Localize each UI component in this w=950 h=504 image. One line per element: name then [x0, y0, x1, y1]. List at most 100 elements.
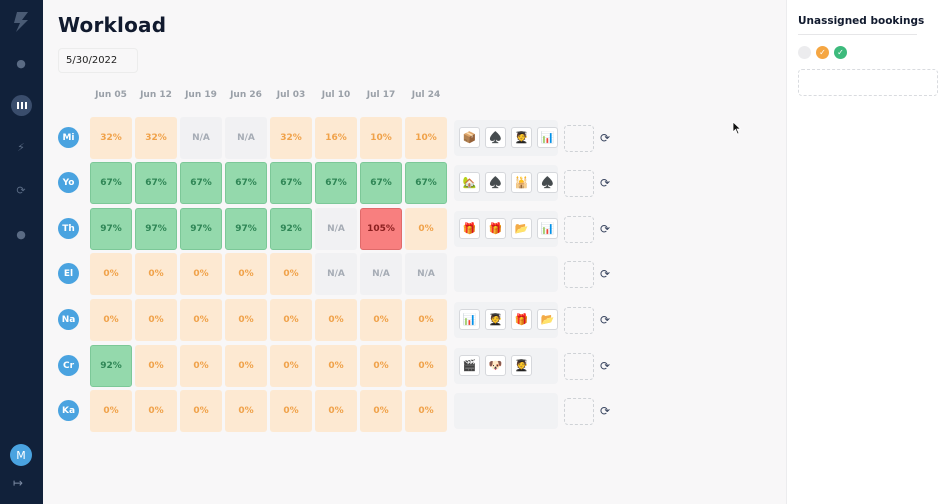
- booking-drop-slot[interactable]: [564, 353, 594, 380]
- workload-cell[interactable]: 0%: [270, 299, 312, 341]
- booking-item[interactable]: 📂: [511, 218, 532, 239]
- date-picker-input[interactable]: 5/30/2022: [58, 48, 138, 73]
- booking-item[interactable]: 🏡: [459, 172, 480, 193]
- workload-cell[interactable]: 0%: [225, 390, 267, 432]
- workload-cell[interactable]: 32%: [270, 117, 312, 159]
- workload-cell[interactable]: 92%: [270, 208, 312, 250]
- lightning-icon[interactable]: ⚡: [17, 140, 25, 154]
- booking-item[interactable]: 📊: [537, 127, 558, 148]
- workload-cell[interactable]: 10%: [360, 117, 402, 159]
- workload-cell[interactable]: 92%: [90, 345, 132, 387]
- member-avatar[interactable]: Yo: [58, 172, 79, 193]
- user-avatar[interactable]: M: [10, 444, 32, 466]
- booking-item[interactable]: 🧑‍🎓: [485, 309, 506, 330]
- workload-cell[interactable]: 0%: [135, 345, 177, 387]
- workload-cell[interactable]: 16%: [315, 117, 357, 159]
- booking-drop-slot[interactable]: [564, 216, 594, 243]
- workload-cell[interactable]: 67%: [270, 162, 312, 204]
- workload-cell[interactable]: 0%: [405, 299, 447, 341]
- booking-drop-slot[interactable]: [564, 170, 594, 197]
- workload-cell[interactable]: 0%: [315, 345, 357, 387]
- workload-cell[interactable]: N/A: [405, 253, 447, 295]
- workload-cell[interactable]: 67%: [360, 162, 402, 204]
- refresh-icon[interactable]: ⟳: [599, 404, 611, 418]
- booking-item[interactable]: 🎬: [459, 355, 480, 376]
- status-filter-toggle[interactable]: [798, 46, 811, 59]
- workload-cell[interactable]: 0%: [405, 390, 447, 432]
- workload-cell[interactable]: 67%: [315, 162, 357, 204]
- booking-item[interactable]: 🎁: [459, 218, 480, 239]
- status-filter-toggle[interactable]: ✓: [816, 46, 829, 59]
- booking-item[interactable]: 🕌: [511, 172, 532, 193]
- workload-cell[interactable]: 97%: [135, 208, 177, 250]
- workload-cell[interactable]: 10%: [405, 117, 447, 159]
- workload-cell[interactable]: 0%: [180, 390, 222, 432]
- refresh-icon[interactable]: ⟳: [599, 267, 611, 281]
- booking-drop-slot[interactable]: [564, 125, 594, 152]
- member-avatar[interactable]: El: [58, 263, 79, 284]
- workload-cell[interactable]: 0%: [90, 299, 132, 341]
- workload-cell[interactable]: 0%: [90, 390, 132, 432]
- workload-cell[interactable]: 105%: [360, 208, 402, 250]
- workload-cell[interactable]: 0%: [180, 253, 222, 295]
- clock-icon[interactable]: ●: [16, 56, 26, 70]
- workload-cell[interactable]: N/A: [225, 117, 267, 159]
- workload-cell[interactable]: 67%: [225, 162, 267, 204]
- workload-cell[interactable]: 67%: [180, 162, 222, 204]
- workload-cell[interactable]: 32%: [135, 117, 177, 159]
- booking-item[interactable]: 📊: [459, 309, 480, 330]
- workload-cell[interactable]: 0%: [270, 345, 312, 387]
- workload-cell[interactable]: 0%: [135, 253, 177, 295]
- member-avatar[interactable]: Th: [58, 218, 79, 239]
- booking-item[interactable]: 🧑‍🎓: [511, 355, 532, 376]
- workload-cell[interactable]: 67%: [405, 162, 447, 204]
- workload-cell[interactable]: 0%: [360, 345, 402, 387]
- workload-cell[interactable]: N/A: [360, 253, 402, 295]
- refresh-icon[interactable]: ⟳: [599, 131, 611, 145]
- workload-cell[interactable]: 0%: [225, 299, 267, 341]
- workload-cell[interactable]: N/A: [180, 117, 222, 159]
- booking-item[interactable]: 🎁: [511, 309, 532, 330]
- globe-icon[interactable]: ●: [16, 227, 26, 241]
- refresh-icon[interactable]: ⟳: [599, 313, 611, 327]
- workload-cell[interactable]: 0%: [315, 390, 357, 432]
- workload-cell[interactable]: 67%: [90, 162, 132, 204]
- refresh-icon[interactable]: ⟳: [599, 222, 611, 236]
- workload-cell[interactable]: N/A: [315, 253, 357, 295]
- workload-cell[interactable]: 0%: [270, 390, 312, 432]
- sync-icon[interactable]: ⟳: [16, 183, 26, 197]
- booking-item[interactable]: ♠️: [485, 127, 506, 148]
- booking-item[interactable]: ♠️: [485, 172, 506, 193]
- workload-cell[interactable]: 0%: [225, 345, 267, 387]
- booking-item[interactable]: 📦: [459, 127, 480, 148]
- workload-cell[interactable]: 97%: [90, 208, 132, 250]
- workload-cell[interactable]: 0%: [405, 208, 447, 250]
- workload-cell[interactable]: 97%: [180, 208, 222, 250]
- workload-cell[interactable]: 0%: [360, 390, 402, 432]
- member-avatar[interactable]: Ka: [58, 400, 79, 421]
- workload-cell[interactable]: 0%: [225, 253, 267, 295]
- booking-item[interactable]: 🎁: [485, 218, 506, 239]
- booking-drop-slot[interactable]: [564, 398, 594, 425]
- booking-drop-slot[interactable]: [564, 307, 594, 334]
- workload-cell[interactable]: 0%: [405, 345, 447, 387]
- booking-drop-slot[interactable]: [564, 261, 594, 288]
- workload-nav-icon[interactable]: [11, 95, 32, 116]
- booking-item[interactable]: 🐶: [485, 355, 506, 376]
- workload-cell[interactable]: 0%: [270, 253, 312, 295]
- booking-item[interactable]: 📊: [537, 218, 558, 239]
- workload-cell[interactable]: N/A: [315, 208, 357, 250]
- member-avatar[interactable]: Cr: [58, 355, 79, 376]
- workload-cell[interactable]: 0%: [180, 299, 222, 341]
- workload-cell[interactable]: 0%: [135, 299, 177, 341]
- member-avatar[interactable]: Mi: [58, 127, 79, 148]
- booking-item[interactable]: 📂: [537, 309, 558, 330]
- refresh-icon[interactable]: ⟳: [599, 359, 611, 373]
- workload-cell[interactable]: 0%: [180, 345, 222, 387]
- unassigned-drop-zone[interactable]: [798, 69, 938, 96]
- workload-cell[interactable]: 0%: [360, 299, 402, 341]
- workload-cell[interactable]: 67%: [135, 162, 177, 204]
- member-avatar[interactable]: Na: [58, 309, 79, 330]
- booking-item[interactable]: ♠️: [537, 172, 558, 193]
- booking-item[interactable]: 🧑‍🎓: [511, 127, 532, 148]
